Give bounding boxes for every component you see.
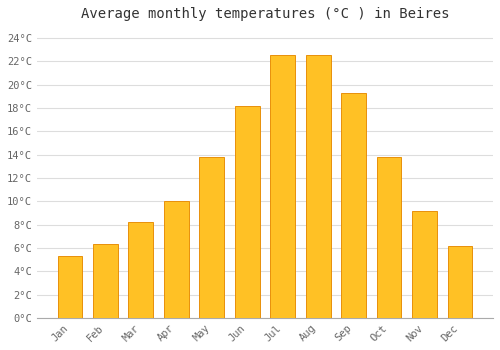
Bar xyxy=(341,93,366,318)
Bar xyxy=(448,246,472,318)
Bar xyxy=(235,106,260,318)
Bar xyxy=(128,222,154,318)
Title: Average monthly temperatures (°C ) in Beires: Average monthly temperatures (°C ) in Be… xyxy=(80,7,449,21)
Bar xyxy=(306,55,330,318)
Bar xyxy=(376,157,402,318)
Bar xyxy=(58,256,82,318)
Bar xyxy=(200,157,224,318)
Bar xyxy=(93,244,118,318)
Bar xyxy=(164,201,188,318)
Bar xyxy=(270,55,295,318)
Bar xyxy=(412,211,437,318)
